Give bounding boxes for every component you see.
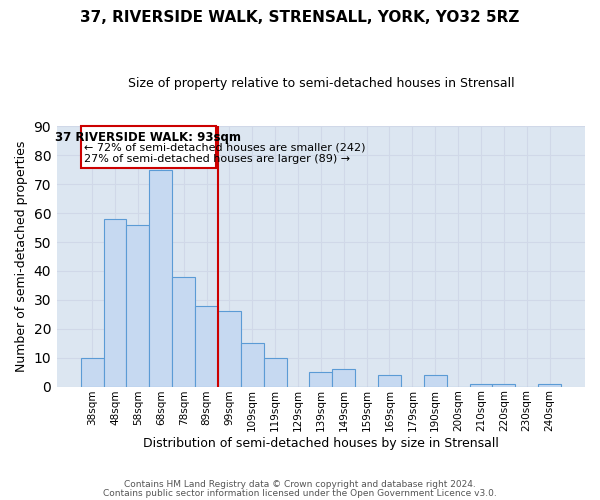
Y-axis label: Number of semi-detached properties: Number of semi-detached properties <box>15 141 28 372</box>
Bar <box>493 384 515 386</box>
FancyBboxPatch shape <box>81 126 215 168</box>
Bar <box>81 358 104 386</box>
Bar <box>538 384 561 386</box>
Bar <box>218 312 241 386</box>
Bar <box>332 369 355 386</box>
Text: ← 72% of semi-detached houses are smaller (242): ← 72% of semi-detached houses are smalle… <box>84 142 365 152</box>
Bar <box>195 306 218 386</box>
Bar <box>378 375 401 386</box>
Text: Contains public sector information licensed under the Open Government Licence v3: Contains public sector information licen… <box>103 488 497 498</box>
Text: 37 RIVERSIDE WALK: 93sqm: 37 RIVERSIDE WALK: 93sqm <box>55 130 241 143</box>
Bar <box>127 224 149 386</box>
Bar <box>104 219 127 386</box>
Bar <box>149 170 172 386</box>
Text: 37, RIVERSIDE WALK, STRENSALL, YORK, YO32 5RZ: 37, RIVERSIDE WALK, STRENSALL, YORK, YO3… <box>80 10 520 25</box>
Bar <box>263 358 287 386</box>
Bar <box>470 384 493 386</box>
Text: Contains HM Land Registry data © Crown copyright and database right 2024.: Contains HM Land Registry data © Crown c… <box>124 480 476 489</box>
X-axis label: Distribution of semi-detached houses by size in Strensall: Distribution of semi-detached houses by … <box>143 437 499 450</box>
Title: Size of property relative to semi-detached houses in Strensall: Size of property relative to semi-detach… <box>128 78 514 90</box>
Bar <box>172 276 195 386</box>
Bar <box>241 343 263 386</box>
Text: 27% of semi-detached houses are larger (89) →: 27% of semi-detached houses are larger (… <box>84 154 350 164</box>
Bar <box>310 372 332 386</box>
Bar <box>424 375 446 386</box>
